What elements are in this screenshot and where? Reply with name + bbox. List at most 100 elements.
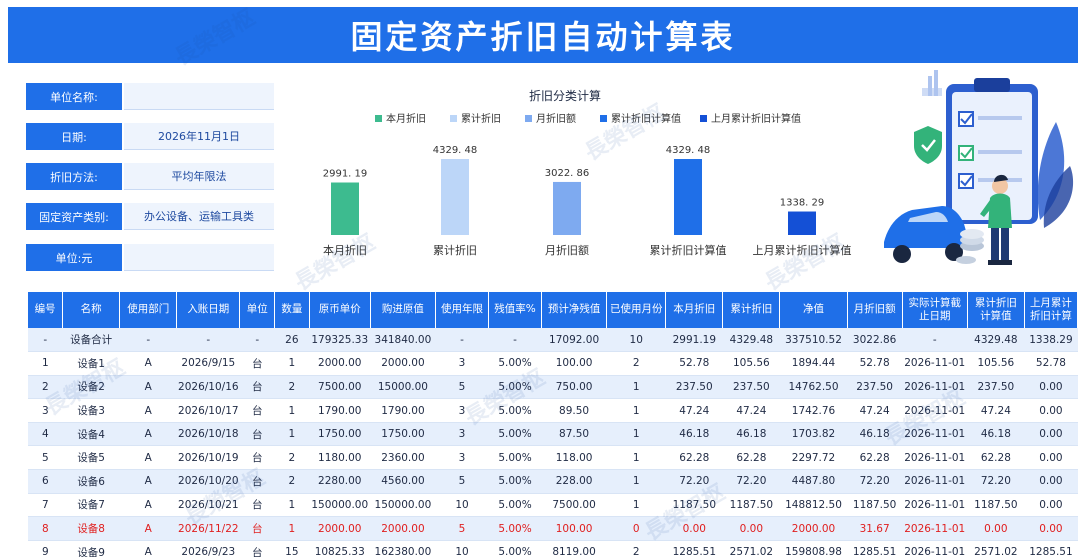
- table-cell[interactable]: -: [239, 328, 275, 353]
- table-cell[interactable]: 14762.50: [779, 375, 848, 400]
- info-value-field[interactable]: 平均年限法: [124, 163, 274, 190]
- table-row[interactable]: 3 设备3 A 2026/10/17 台 1 1790.00 1790.00 3 5.00% 89.…: [28, 398, 1078, 423]
- table-cell[interactable]: 62.28: [722, 445, 780, 471]
- table-cell[interactable]: 2: [274, 469, 310, 494]
- table-cell[interactable]: 2026-11-01: [902, 422, 968, 447]
- table-cell[interactable]: 46.18: [967, 422, 1025, 447]
- table-cell[interactable]: A: [119, 516, 177, 541]
- table-cell[interactable]: 7500.00: [541, 493, 607, 518]
- table-cell[interactable]: 100.00: [541, 516, 607, 541]
- table-cell[interactable]: 62.28: [665, 445, 723, 471]
- table-cell[interactable]: 2026/10/17: [176, 398, 240, 423]
- column-header[interactable]: 累计折旧计算值: [967, 292, 1025, 328]
- table-cell[interactable]: 1187.50: [967, 493, 1025, 518]
- column-header[interactable]: 月折旧额: [847, 292, 903, 328]
- column-header[interactable]: 数量: [274, 292, 310, 328]
- table-cell[interactable]: 2000.00: [779, 516, 848, 541]
- table-cell[interactable]: 1: [606, 493, 666, 518]
- table-cell[interactable]: 1790.00: [370, 398, 436, 423]
- table-cell[interactable]: 148812.50: [779, 493, 848, 518]
- table-cell[interactable]: 105.56: [967, 351, 1025, 376]
- table-cell[interactable]: 2000.00: [370, 516, 436, 541]
- table-cell[interactable]: 0.00: [1024, 375, 1078, 400]
- table-cell[interactable]: 72.20: [967, 469, 1025, 494]
- table-cell[interactable]: 1: [274, 351, 310, 376]
- table-cell[interactable]: 台: [239, 351, 275, 376]
- table-cell[interactable]: 台: [239, 398, 275, 423]
- table-cell[interactable]: 5.00%: [488, 351, 542, 376]
- info-value-field[interactable]: [124, 244, 274, 271]
- table-cell[interactable]: 2360.00: [370, 445, 436, 471]
- table-cell[interactable]: 46.18: [665, 422, 723, 447]
- table-cell[interactable]: 2026-11-01: [902, 516, 968, 541]
- table-cell[interactable]: 1: [274, 398, 310, 423]
- table-cell[interactable]: -: [28, 328, 63, 353]
- table-cell[interactable]: 2: [28, 375, 63, 400]
- table-cell[interactable]: 3: [435, 445, 489, 471]
- table-cell[interactable]: 2280.00: [309, 469, 371, 494]
- table-cell[interactable]: 46.18: [722, 422, 780, 447]
- table-cell[interactable]: 2026/10/16: [176, 375, 240, 400]
- table-cell[interactable]: 2026-11-01: [902, 469, 968, 494]
- table-cell[interactable]: 3: [28, 398, 63, 423]
- table-cell[interactable]: 47.24: [722, 398, 780, 423]
- table-cell[interactable]: 3: [435, 398, 489, 423]
- table-cell[interactable]: 2026/9/23: [176, 540, 240, 557]
- table-cell[interactable]: 89.50: [541, 398, 607, 423]
- table-cell[interactable]: 6: [28, 469, 63, 494]
- table-cell[interactable]: 159808.98: [779, 540, 848, 557]
- table-cell[interactable]: 设备1: [62, 351, 120, 376]
- table-cell[interactable]: 台: [239, 375, 275, 400]
- column-header[interactable]: 累计折旧: [722, 292, 781, 328]
- table-cell[interactable]: 1: [606, 375, 666, 400]
- table-cell[interactable]: 2026-11-01: [902, 445, 968, 471]
- table-cell[interactable]: 1: [606, 422, 666, 447]
- table-cell[interactable]: 3022.86: [847, 328, 903, 353]
- table-cell[interactable]: 26: [274, 328, 310, 353]
- table-cell[interactable]: 1703.82: [779, 422, 848, 447]
- table-cell[interactable]: 2026-11-01: [902, 493, 968, 518]
- table-cell[interactable]: 台: [239, 540, 275, 557]
- table-cell[interactable]: 0.00: [1024, 469, 1078, 494]
- table-cell[interactable]: 5.00%: [488, 445, 542, 471]
- table-cell[interactable]: 237.50: [722, 375, 780, 400]
- table-cell[interactable]: 237.50: [967, 375, 1025, 400]
- table-cell[interactable]: 设备7: [62, 493, 120, 518]
- table-cell[interactable]: 118.00: [541, 445, 607, 471]
- table-cell[interactable]: 台: [239, 516, 275, 541]
- table-cell[interactable]: 2: [606, 351, 666, 376]
- column-header[interactable]: 实际计算截止日期: [902, 292, 968, 328]
- table-cell[interactable]: 3: [435, 422, 489, 447]
- table-cell[interactable]: 4329.48: [967, 328, 1025, 353]
- table-cell[interactable]: 2000.00: [370, 351, 436, 376]
- table-row[interactable]: 5 设备5 A 2026/10/19 台 2 1180.00 2360.00 3 5.00% 118…: [28, 445, 1078, 471]
- table-cell[interactable]: 1: [606, 398, 666, 423]
- table-cell[interactable]: 17092.00: [541, 328, 607, 353]
- table-row[interactable]: 9 设备9 A 2026/9/23 台 15 10825.33 162380.00 10 5.00…: [28, 540, 1078, 557]
- table-row[interactable]: 2 设备2 A 2026/10/16 台 2 7500.00 15000.00 5 5.00% 75…: [28, 375, 1078, 400]
- table-cell[interactable]: 2000.00: [309, 516, 371, 541]
- table-cell[interactable]: 5.00%: [488, 398, 542, 423]
- table-cell[interactable]: 2026-11-01: [902, 351, 968, 376]
- info-value-field[interactable]: 办公设备、运输工具类: [124, 203, 274, 230]
- table-cell[interactable]: 5.00%: [488, 469, 542, 494]
- table-cell[interactable]: 0.00: [1024, 516, 1078, 541]
- table-cell[interactable]: 52.78: [1024, 351, 1078, 376]
- table-cell[interactable]: 5: [435, 516, 489, 541]
- table-cell[interactable]: 2297.72: [779, 445, 848, 471]
- table-row[interactable]: 6 设备6 A 2026/10/20 台 2 2280.00 4560.00 5 5.00% 228…: [28, 469, 1078, 494]
- table-cell[interactable]: 0.00: [1024, 398, 1078, 423]
- table-cell[interactable]: 237.50: [665, 375, 723, 400]
- table-cell[interactable]: A: [119, 493, 177, 518]
- table-cell[interactable]: -: [435, 328, 489, 353]
- table-cell[interactable]: 750.00: [541, 375, 607, 400]
- table-cell[interactable]: 1750.00: [309, 422, 371, 447]
- column-header[interactable]: 单位: [239, 292, 276, 328]
- column-header[interactable]: 本月折旧: [665, 292, 724, 328]
- table-cell[interactable]: 8119.00: [541, 540, 607, 557]
- table-cell[interactable]: 15000.00: [370, 375, 436, 400]
- table-cell[interactable]: 237.50: [847, 375, 903, 400]
- table-cell[interactable]: 0.00: [665, 516, 723, 541]
- column-header[interactable]: 净值: [779, 292, 848, 328]
- table-cell[interactable]: 5.00%: [488, 375, 542, 400]
